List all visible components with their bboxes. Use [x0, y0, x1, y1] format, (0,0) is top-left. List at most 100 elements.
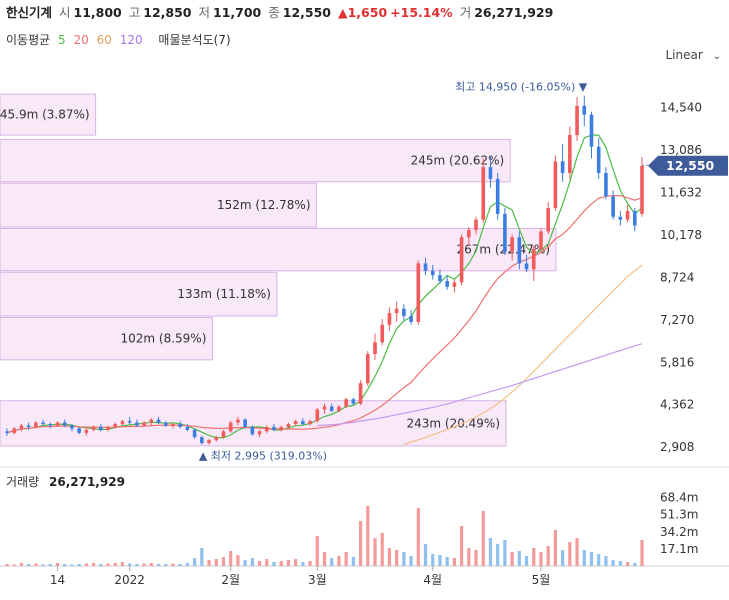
- candle-body: [539, 231, 543, 249]
- volume-bar: [286, 560, 291, 566]
- volume-bar: [618, 561, 622, 566]
- volume-bar: [445, 557, 449, 566]
- candle-body: [452, 282, 457, 287]
- chevron-down-icon: ⌄: [712, 51, 721, 62]
- volume-bar: [510, 552, 514, 566]
- volume-tick-label: 17.1m: [660, 542, 698, 556]
- candle-body: [625, 210, 630, 220]
- candle-body: [618, 216, 623, 220]
- candle-body: [106, 426, 110, 430]
- candle-body: [315, 409, 320, 422]
- candle-body: [640, 165, 644, 214]
- volume-bar: [207, 560, 211, 566]
- candle-body: [5, 431, 9, 433]
- candle-body: [503, 213, 507, 252]
- volume-bar: [496, 544, 500, 566]
- candle-body: [156, 419, 161, 423]
- candle-body: [185, 426, 190, 430]
- candle-body: [178, 424, 182, 427]
- candle-body: [149, 419, 154, 423]
- candle-body: [192, 429, 197, 438]
- volume-bar: [467, 548, 471, 566]
- volume-bar: [625, 562, 630, 566]
- stock-summary-header: 한신기계 시 11,800 고 12,850 저 11,700 종 12,550 ▲1,…: [6, 2, 556, 22]
- volume-bar: [34, 563, 38, 566]
- volume-profile-label: 245m (20.62%): [411, 154, 505, 168]
- candle-body: [387, 313, 392, 325]
- volume-value: 26,271,929: [474, 5, 554, 20]
- candle-body: [351, 399, 356, 404]
- volume-bar: [200, 548, 204, 566]
- candle-body: [495, 178, 500, 214]
- candle-body: [322, 406, 327, 410]
- volume-bar: [568, 542, 572, 566]
- volume-bar: [171, 563, 175, 566]
- volume-bar: [460, 526, 464, 566]
- ma20-line: [6, 195, 643, 434]
- candle-body: [632, 210, 637, 226]
- candle-body: [459, 237, 464, 283]
- candle-body: [77, 428, 81, 433]
- volume-bar: [257, 561, 262, 566]
- candle-body: [99, 426, 103, 430]
- volume-label: 거: [459, 5, 472, 20]
- high-value: 12,850: [143, 5, 192, 20]
- volume-bar: [41, 564, 45, 566]
- volume-total: 26,271,929: [49, 475, 125, 489]
- ma-label[interactable]: 이동평균: [6, 33, 51, 47]
- volume-profile-label: 152m (12.78%): [217, 198, 311, 212]
- scale-selector[interactable]: Linear ⌄: [665, 48, 721, 62]
- volume-bar: [178, 564, 182, 566]
- volume-bar: [611, 560, 615, 566]
- candle-body: [531, 248, 536, 270]
- time-tick-label: 3월: [308, 573, 327, 587]
- volume-bar: [113, 563, 117, 566]
- candle-body: [568, 135, 572, 174]
- volume-profile-label: 133m (11.18%): [177, 287, 271, 301]
- candle-body: [228, 422, 233, 432]
- price-tick-label: 10,178: [660, 228, 702, 242]
- open-label: 시: [59, 5, 71, 20]
- volume-bar: [344, 552, 348, 566]
- candle-body: [510, 237, 514, 252]
- candle-body: [135, 422, 139, 426]
- time-tick-label: 2월: [221, 573, 240, 587]
- volume-bar: [294, 559, 298, 566]
- volume-bar: [373, 538, 377, 566]
- volume-bar: [142, 563, 146, 566]
- candle-body: [84, 429, 89, 433]
- price-tick-label: 5,816: [660, 355, 694, 369]
- candle-body: [416, 263, 421, 322]
- price-tick-label: 2,908: [660, 440, 694, 454]
- volume-bar: [488, 538, 493, 566]
- candle-body: [358, 383, 363, 404]
- volume-bar: [193, 558, 197, 566]
- volume-bar: [561, 550, 565, 566]
- candle-body: [12, 428, 17, 433]
- volume-bar: [330, 558, 334, 566]
- volume-title: 거래량: [6, 475, 39, 489]
- candle-body: [142, 422, 146, 426]
- candle-body: [553, 161, 558, 209]
- candle-body: [236, 419, 240, 423]
- volume-bar: [597, 554, 601, 566]
- volume-profile-bar: [0, 93, 97, 136]
- volume-profile-label: 45.9m (3.87%): [0, 108, 90, 122]
- volume-bar: [633, 563, 637, 566]
- candle-body: [575, 105, 579, 136]
- candle-body: [329, 406, 334, 411]
- moving-average-legend: 이동평균 5 20 60 120 매물분석도(7): [6, 31, 235, 48]
- ma120-period: 120: [119, 33, 143, 47]
- volume-bar: [156, 564, 161, 566]
- candle-body: [481, 167, 486, 220]
- time-tick-label: 5월: [532, 573, 551, 587]
- volume-profile-bar: [0, 182, 318, 228]
- volume-profile-label: 102m (8.59%): [120, 332, 206, 346]
- candle-body: [373, 342, 377, 354]
- volume-bar: [48, 564, 52, 566]
- volume-profile-toggle[interactable]: 매물분석도(7): [158, 33, 231, 47]
- candle-body: [380, 324, 385, 343]
- candle-body: [127, 421, 132, 423]
- candle-body: [200, 437, 204, 444]
